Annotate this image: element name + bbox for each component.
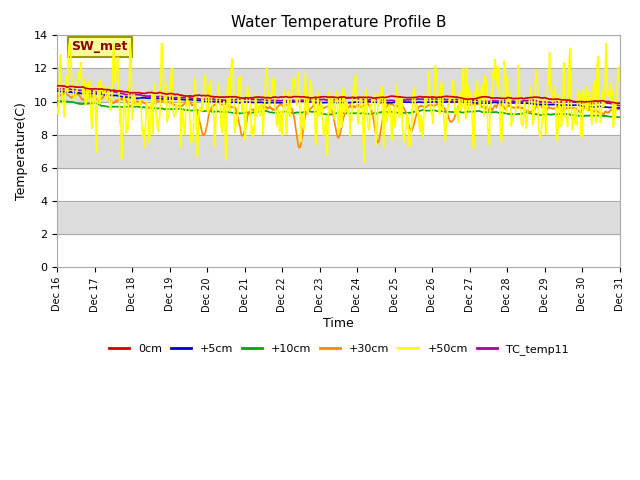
Bar [58, 69, 620, 102]
Bar [58, 36, 620, 69]
Bar [58, 102, 620, 135]
Text: SW_met: SW_met [72, 40, 128, 53]
Legend: 0cm, +5cm, +10cm, +30cm, +50cm, TC_temp11: 0cm, +5cm, +10cm, +30cm, +50cm, TC_temp1… [105, 339, 573, 359]
Bar [58, 234, 620, 267]
Title: Water Temperature Profile B: Water Temperature Profile B [231, 15, 447, 30]
Bar [58, 135, 620, 168]
Bar [58, 201, 620, 234]
Bar [58, 168, 620, 201]
X-axis label: Time: Time [323, 317, 354, 330]
Y-axis label: Temperature(C): Temperature(C) [15, 102, 28, 200]
